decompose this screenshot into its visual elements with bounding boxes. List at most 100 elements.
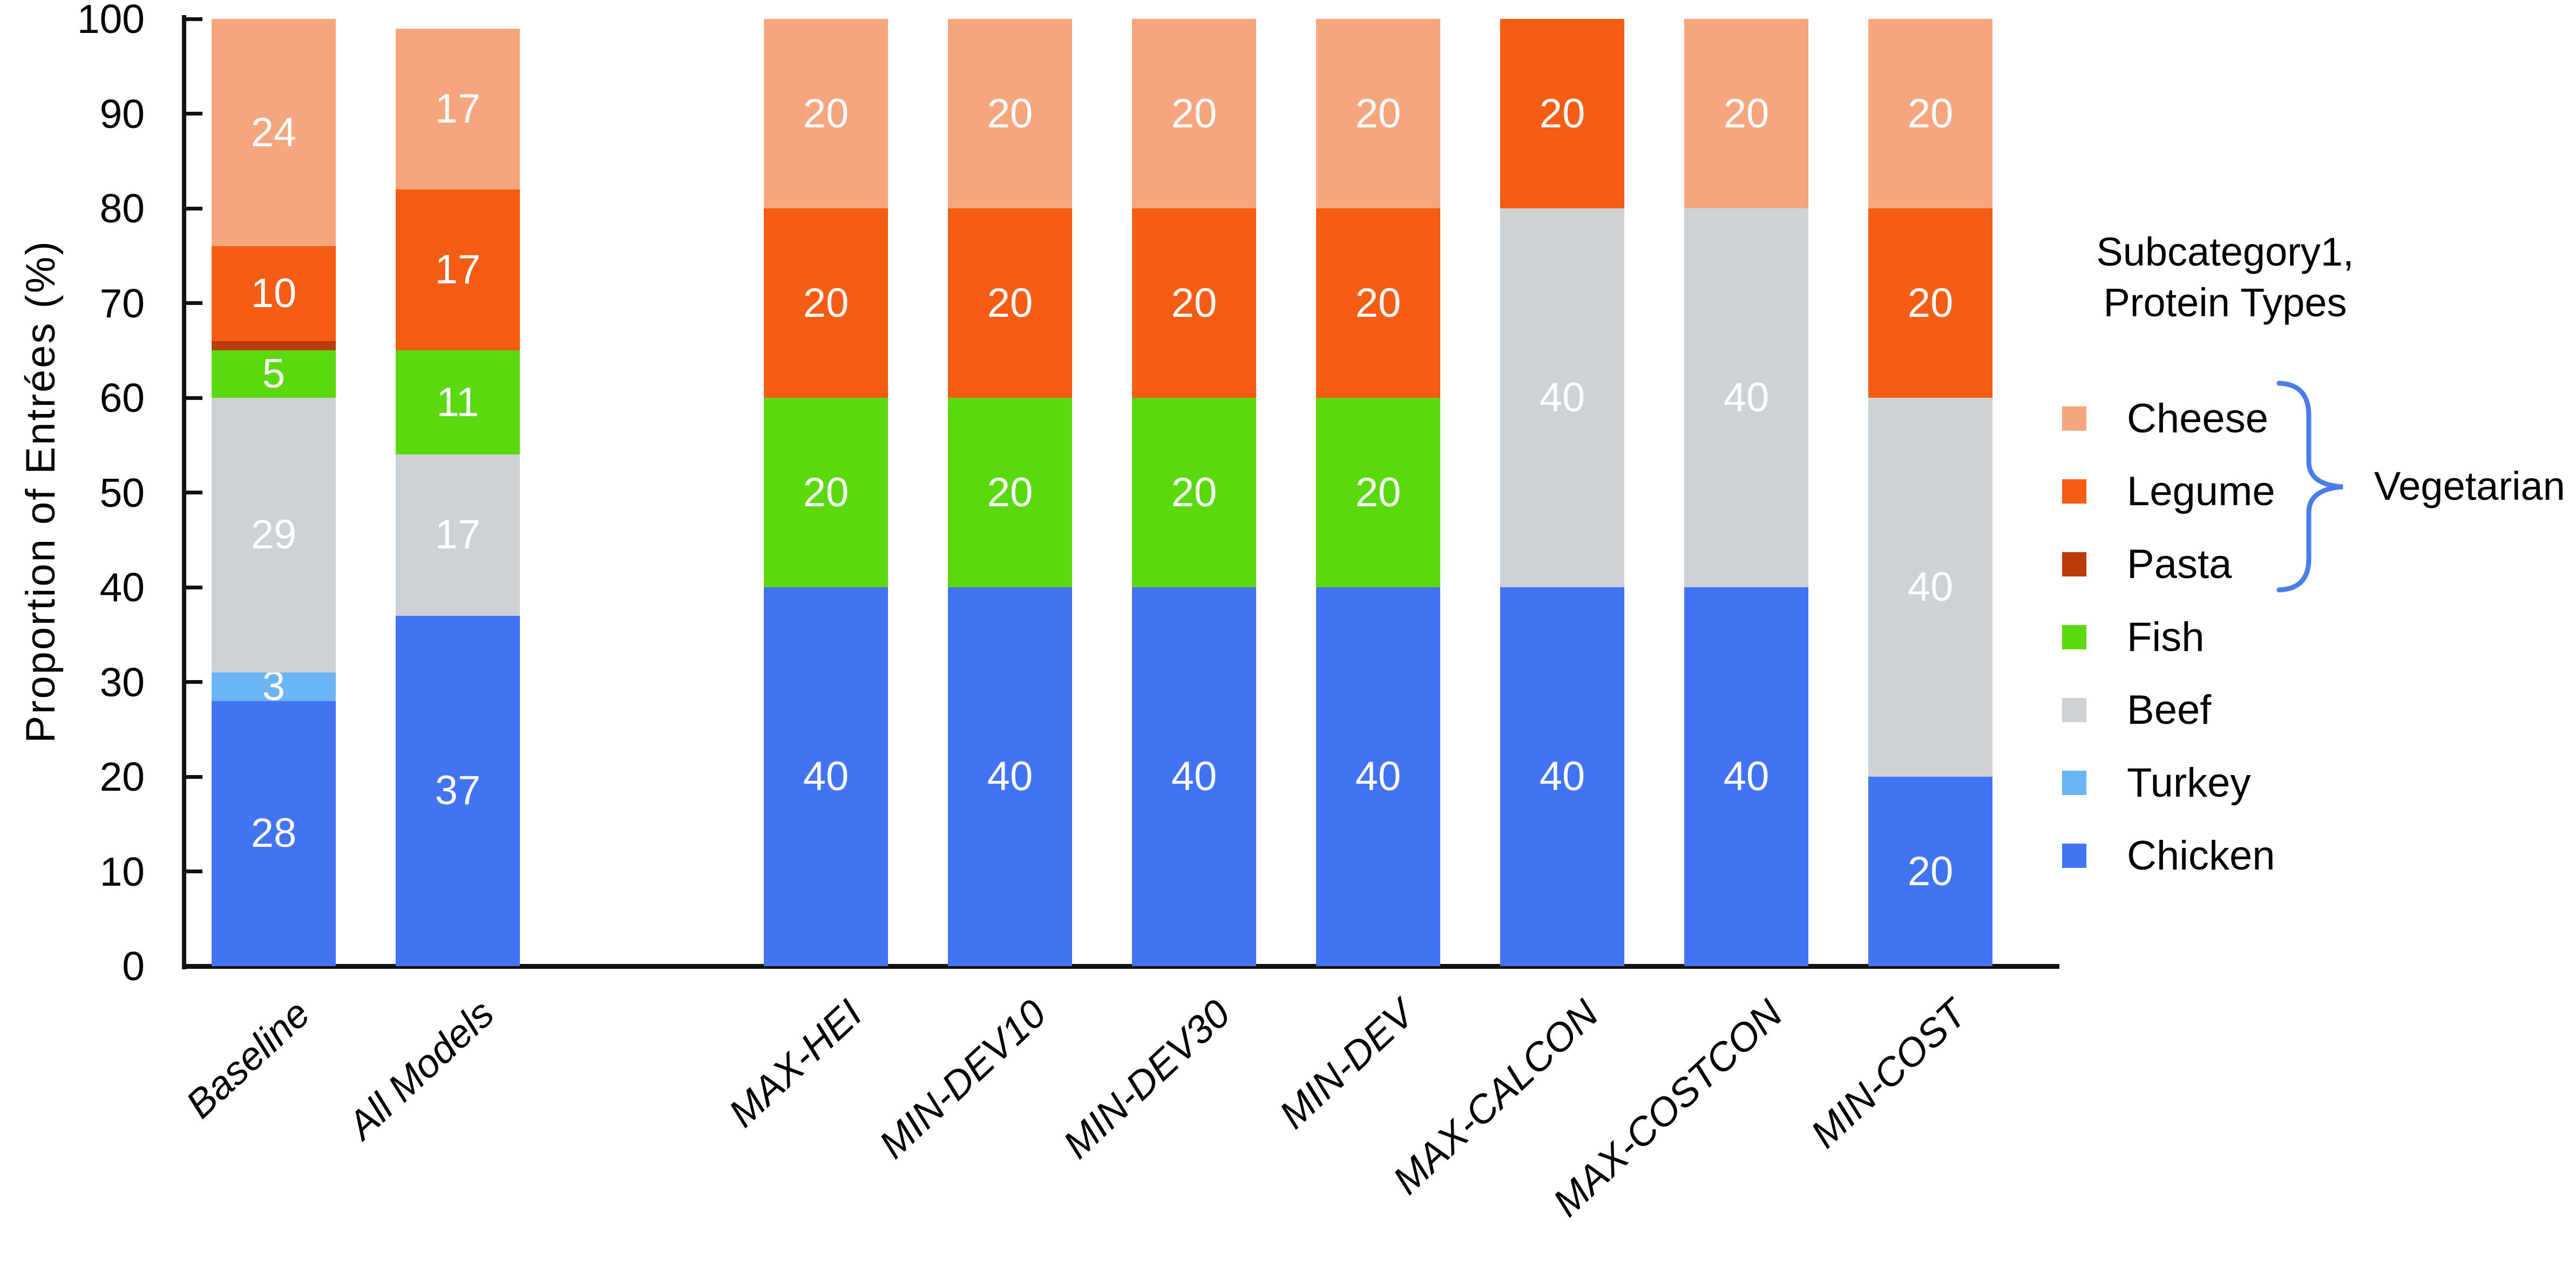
bar-value-label: 20 <box>1171 280 1217 326</box>
y-tick-label: 10 <box>99 848 145 894</box>
bar-value-label: 40 <box>803 753 849 799</box>
bar-segment-fish: 20 <box>948 398 1072 587</box>
bar-segment-legume: 20 <box>948 208 1072 398</box>
bar-segment-cheese: 20 <box>1132 19 1256 208</box>
y-tick-label: 0 <box>122 943 145 989</box>
bar-segment-chicken: 40 <box>1132 587 1256 966</box>
legend-item-fish: Fish <box>2062 601 2364 674</box>
legend-item-cheese: Cheese <box>2062 382 2364 455</box>
x-axis-label: MAX-HEI <box>720 991 871 1136</box>
y-tick-label: 20 <box>99 754 145 799</box>
bar-segment-chicken: 37 <box>396 615 520 966</box>
y-tick-label: 30 <box>99 659 145 705</box>
bar-value-label: 40 <box>987 753 1033 799</box>
bar-segment-pasta <box>212 341 336 351</box>
legume-swatch-icon <box>2062 479 2086 504</box>
y-tick-label: 90 <box>99 91 145 137</box>
y-tick-mark <box>186 680 202 684</box>
legend-item-label: Fish <box>2127 614 2205 660</box>
bar-value-label: 24 <box>250 109 297 155</box>
beef-swatch-icon <box>2062 698 2086 722</box>
bar-segment-legume: 20 <box>764 208 888 398</box>
chicken-swatch-icon <box>2062 844 2086 868</box>
bar-value-label: 40 <box>1723 753 1770 799</box>
bar-value-label: 40 <box>1355 753 1401 799</box>
bar-value-label: 20 <box>803 280 849 326</box>
legend-title-line1: Subcategory1, <box>2096 229 2354 274</box>
bar-segment-chicken: 40 <box>1500 587 1624 966</box>
y-tick-mark <box>186 585 202 589</box>
bar-segment-beef: 29 <box>212 398 336 673</box>
y-tick-mark <box>186 301 202 305</box>
cheese-swatch-icon <box>2062 406 2086 431</box>
y-tick-mark <box>186 775 202 779</box>
legend-item-label: Beef <box>2127 687 2212 733</box>
bar-segment-chicken: 40 <box>1684 587 1808 966</box>
bar-value-label: 20 <box>1907 90 1954 137</box>
y-axis-line <box>182 15 186 969</box>
bar-segment-beef: 40 <box>1684 208 1808 587</box>
bar-segment-legume: 10 <box>212 246 336 341</box>
bar-value-label: 20 <box>987 90 1033 137</box>
y-tick-mark <box>186 206 202 210</box>
fish-swatch-icon <box>2062 625 2086 649</box>
bar-segment-legume: 20 <box>1500 19 1624 208</box>
legend-item-label: Pasta <box>2127 541 2232 587</box>
x-axis-line <box>182 964 2059 969</box>
bar-segment-beef: 40 <box>1500 208 1624 587</box>
y-tick-label: 70 <box>99 280 145 326</box>
legend-item-chicken: Chicken <box>2062 819 2364 892</box>
legend-item-label: Cheese <box>2127 396 2268 442</box>
y-tick-mark <box>186 396 202 400</box>
bar-value-label: 5 <box>262 351 286 397</box>
bar-value-label: 37 <box>435 768 481 814</box>
bar-value-label: 20 <box>987 469 1033 515</box>
bar-value-label: 40 <box>1723 375 1770 420</box>
bar-segment-fish: 20 <box>1316 398 1440 587</box>
legend-item-turkey: Turkey <box>2062 746 2364 819</box>
bar-segment-legume: 20 <box>1868 208 1992 398</box>
bar-segment-chicken: 40 <box>948 587 1072 966</box>
bar-value-label: 3 <box>262 663 286 710</box>
bar-segment-cheese: 20 <box>764 19 888 208</box>
y-tick-label: 80 <box>99 186 145 231</box>
legend-item-beef: Beef <box>2062 674 2364 746</box>
bar-value-label: 29 <box>250 512 297 558</box>
bar-segment-legume: 17 <box>396 189 520 351</box>
bar-value-label: 40 <box>1539 753 1585 799</box>
y-tick-mark <box>186 964 202 968</box>
x-axis-label: MIN-DEV10 <box>871 991 1055 1167</box>
bar-value-label: 40 <box>1171 753 1217 799</box>
bar-segment-cheese: 20 <box>1684 19 1808 208</box>
bar-value-label: 20 <box>803 469 849 515</box>
legend-item-label: Legume <box>2127 468 2275 514</box>
bar-value-label: 20 <box>1539 90 1585 137</box>
bar-segment-legume: 20 <box>1316 208 1440 398</box>
bar-value-label: 40 <box>1539 375 1585 420</box>
bar-value-label: 20 <box>1355 90 1401 137</box>
bar-segment-beef: 40 <box>1868 398 1992 777</box>
legend-title-line2: Protein Types <box>2103 280 2347 325</box>
bar-value-label: 20 <box>1171 469 1217 515</box>
y-tick-mark <box>186 870 202 873</box>
legend-item-label: Turkey <box>2127 760 2251 806</box>
legend-item-label: Chicken <box>2127 833 2275 879</box>
y-tick-label: 50 <box>99 470 145 515</box>
bar-segment-cheese: 20 <box>1868 19 1992 208</box>
bar-segment-chicken: 28 <box>212 701 336 966</box>
legend-item-pasta: Pasta <box>2062 528 2364 601</box>
legend-title: Subcategory1, Protein Types <box>2085 227 2365 328</box>
bar-value-label: 17 <box>435 85 481 132</box>
bar-value-label: 28 <box>250 810 297 857</box>
bar-value-label: 20 <box>1355 469 1401 515</box>
bar-segment-cheese: 20 <box>1316 19 1440 208</box>
bar-segment-fish: 20 <box>764 398 888 587</box>
bar-value-label: 11 <box>436 379 479 425</box>
bar-value-label: 20 <box>1723 90 1770 137</box>
bar-segment-fish: 20 <box>1132 398 1256 587</box>
bar-segment-cheese: 17 <box>396 28 520 189</box>
y-tick-mark <box>186 491 202 494</box>
bar-value-label: 20 <box>1907 848 1954 894</box>
y-tick-label: 100 <box>77 0 145 42</box>
